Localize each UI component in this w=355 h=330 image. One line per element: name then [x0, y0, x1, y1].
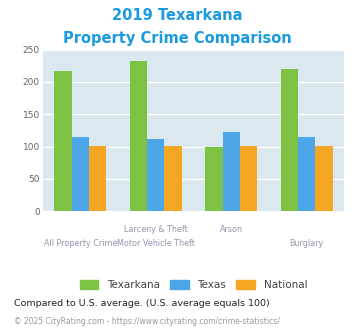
Bar	[54, 71, 72, 211]
Text: 2019 Texarkana: 2019 Texarkana	[112, 8, 243, 23]
Bar	[72, 138, 89, 211]
Legend: Texarkana, Texas, National: Texarkana, Texas, National	[80, 280, 307, 290]
Bar	[147, 139, 164, 211]
Text: Arson: Arson	[220, 225, 243, 234]
Bar	[223, 132, 240, 211]
Text: Motor Vehicle Theft: Motor Vehicle Theft	[117, 239, 195, 248]
Bar	[280, 69, 298, 211]
Bar	[89, 146, 106, 211]
Bar	[130, 61, 147, 211]
Bar	[240, 146, 257, 211]
Bar	[298, 137, 315, 211]
Text: Burglary: Burglary	[290, 239, 324, 248]
Text: Compared to U.S. average. (U.S. average equals 100): Compared to U.S. average. (U.S. average …	[14, 299, 270, 308]
Bar	[164, 146, 182, 211]
Text: All Property Crime: All Property Crime	[44, 239, 117, 248]
Bar	[315, 146, 333, 211]
Bar	[205, 147, 223, 211]
Text: © 2025 CityRating.com - https://www.cityrating.com/crime-statistics/: © 2025 CityRating.com - https://www.city…	[14, 317, 280, 326]
Text: Property Crime Comparison: Property Crime Comparison	[63, 31, 292, 46]
Text: Larceny & Theft: Larceny & Theft	[124, 225, 188, 234]
